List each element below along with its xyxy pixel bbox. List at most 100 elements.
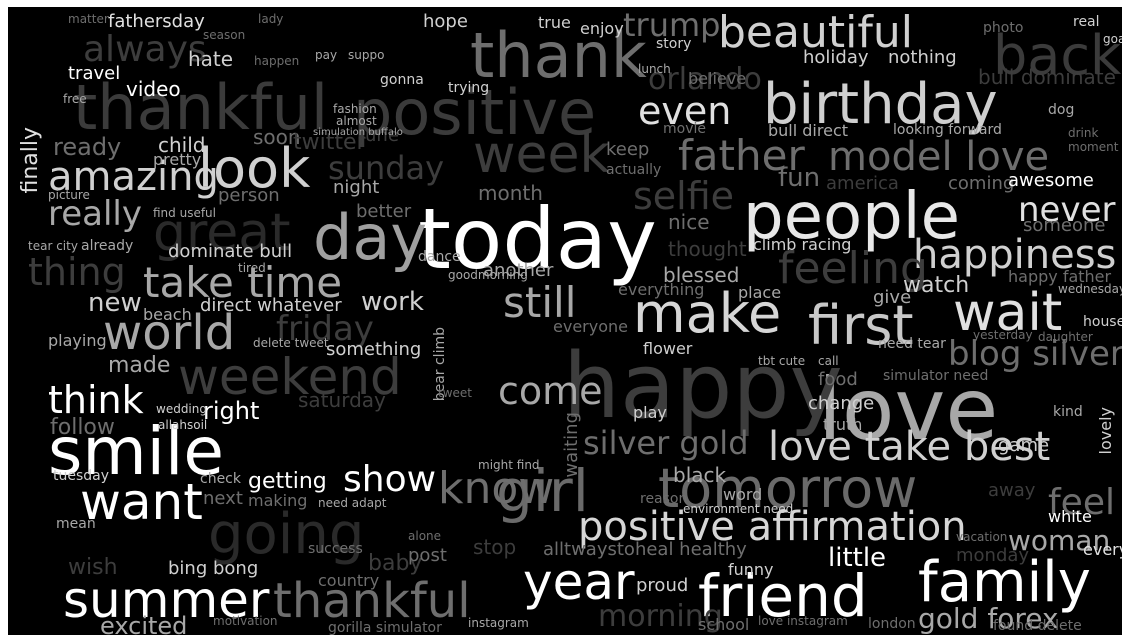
cloud-word: yesterday [973, 328, 1033, 342]
cloud-word: country [318, 571, 380, 590]
cloud-word: gold forex [918, 602, 1059, 635]
cloud-word: model love [828, 134, 1050, 180]
cloud-word: climb racing [753, 235, 852, 254]
cloud-word: house [1083, 314, 1122, 330]
cloud-word: happy [563, 334, 843, 439]
cloud-word: success [308, 541, 363, 557]
cloud-word: father [678, 131, 805, 180]
cloud-word: alltwaystoheal healthy [543, 539, 747, 560]
cloud-word: back [993, 24, 1122, 87]
cloud-word: love [818, 360, 999, 460]
cloud-word: real [1073, 14, 1100, 30]
cloud-word: lady [258, 12, 284, 26]
cloud-word: actually [606, 162, 662, 178]
cloud-word: picture [48, 188, 90, 202]
cloud-word: world [103, 305, 236, 361]
cloud-word: tomorrow [658, 457, 918, 520]
cloud-word: friday [276, 309, 374, 349]
cloud-word: silver gold [583, 424, 749, 462]
cloud-word: little [828, 543, 887, 573]
cloud-word: june [360, 125, 399, 146]
cloud-word: white [1048, 507, 1092, 526]
cloud-word: already [81, 238, 134, 254]
cloud-word: amazing [48, 154, 219, 200]
cloud-word: wait [953, 283, 1063, 343]
cloud-word: woman [1008, 524, 1111, 557]
cloud-word: away [988, 480, 1036, 501]
cloud-word: delete tweet [253, 336, 329, 350]
cloud-word: people [743, 180, 960, 254]
cloud-word: make [633, 282, 782, 345]
cloud-word: really [48, 194, 142, 234]
cloud-word: next [203, 488, 243, 509]
cloud-word: morning [598, 599, 723, 634]
cloud-word: simulation buffalo [313, 127, 403, 138]
cloud-word: truth [823, 415, 863, 434]
cloud-word: alone [408, 529, 442, 543]
cloud-word: london [868, 616, 916, 632]
cloud-word: come [498, 369, 603, 413]
cloud-word: black [673, 463, 727, 487]
cloud-word: hope [423, 11, 468, 32]
cloud-word: soon [253, 125, 301, 149]
cloud-word: reason [640, 491, 688, 507]
cloud-word: birthday [763, 72, 998, 137]
cloud-word: positive affirmation [578, 504, 967, 550]
cloud-word: think [48, 378, 144, 422]
cloud-word: blessed [663, 263, 740, 287]
cloud-word: right [203, 397, 260, 425]
cloud-word: photo [983, 20, 1024, 36]
cloud-word: drink [1068, 126, 1099, 140]
cloud-word: look [198, 137, 311, 200]
cloud-word: need adapt [318, 496, 387, 510]
cloud-word: someone [1023, 215, 1106, 236]
cloud-word: hate [188, 47, 234, 71]
cloud-word: movie [663, 121, 706, 137]
cloud-word: week [473, 125, 610, 185]
cloud-word: goal [1103, 32, 1122, 46]
cloud-word: trump [623, 7, 721, 44]
cloud-word: happy father [1008, 267, 1112, 286]
cloud-word: true [538, 13, 571, 32]
cloud-word: thankful [73, 71, 329, 144]
cloud-word: awesome [1008, 170, 1094, 191]
cloud-word: still [503, 278, 577, 327]
cloud-word: looking forward [893, 122, 1002, 138]
cloud-word: almost [336, 114, 377, 128]
cloud-word: weekend [178, 348, 402, 406]
cloud-word: moment [1068, 140, 1119, 154]
cloud-word: wednesday [1058, 282, 1122, 296]
cloud-word: goodmorning [448, 268, 528, 282]
cloud-word: nothing [888, 47, 957, 68]
cloud-word: better [356, 201, 412, 222]
cloud-word: orlando [648, 62, 762, 97]
cloud-word: feel [1048, 482, 1115, 523]
cloud-word: dog [1048, 102, 1075, 118]
cloud-word: change [808, 393, 875, 414]
cloud-word: word [723, 485, 763, 504]
cloud-word: beautiful [718, 7, 913, 58]
cloud-word: give [873, 287, 912, 308]
cloud-word: pay [315, 48, 338, 62]
cloud-word: thankful [273, 573, 471, 629]
cloud-word: finally [18, 127, 43, 194]
cloud-word: ready [53, 133, 122, 161]
cloud-word: playing [48, 331, 107, 350]
cloud-word: selfie [633, 174, 735, 218]
cloud-word: thank [470, 19, 647, 92]
cloud-word: work [361, 287, 424, 317]
cloud-word: new [88, 288, 142, 318]
cloud-word: excited [100, 612, 188, 635]
cloud-word: stop [473, 535, 517, 559]
cloud-word: always [83, 29, 207, 70]
cloud-word: tweet [438, 386, 472, 400]
cloud-word: funny [728, 560, 774, 579]
cloud-word: trying [448, 80, 490, 96]
cloud-word: monday [956, 545, 1030, 566]
cloud-word: everything [618, 280, 705, 299]
cloud-word: made [108, 353, 171, 378]
cloud-word: enjoy [580, 19, 624, 38]
cloud-word: simulator need [883, 368, 989, 384]
cloud-word: tbt cute [758, 354, 806, 368]
cloud-word: lunch [638, 62, 671, 76]
